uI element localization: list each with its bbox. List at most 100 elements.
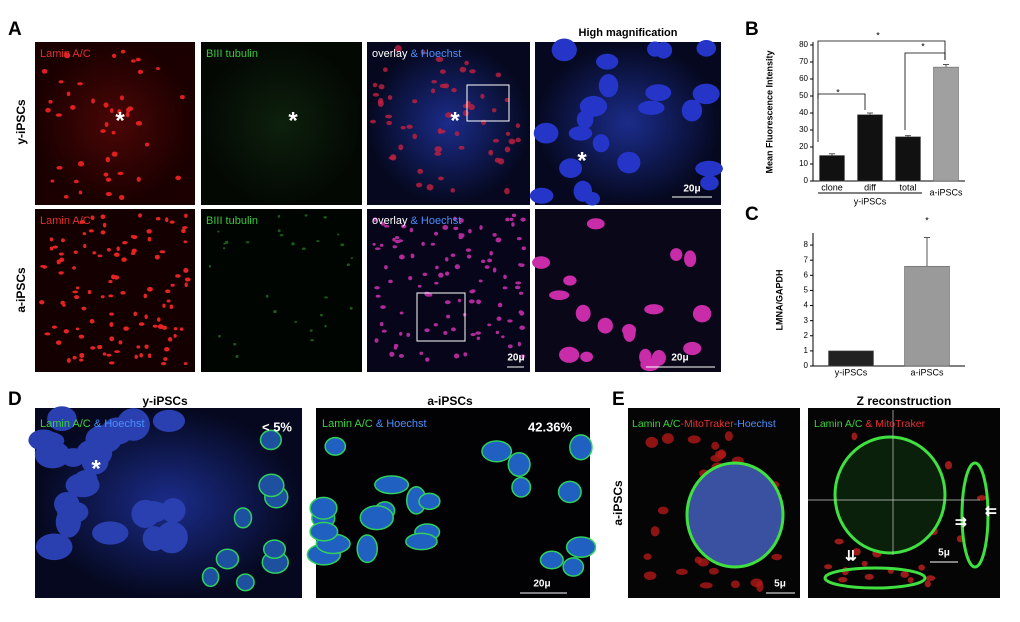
cell [596, 53, 619, 70]
cell [687, 435, 701, 444]
row-label: a-iPSCs [14, 267, 28, 313]
cell [183, 268, 189, 273]
cell [154, 254, 160, 260]
panel-letter: B [745, 19, 759, 40]
scale-label: 20μ [683, 184, 700, 195]
panel-letter: E [612, 389, 625, 410]
cell [442, 225, 449, 230]
cell [45, 107, 51, 113]
cell [104, 121, 109, 128]
cell [160, 362, 167, 366]
cell [450, 327, 456, 332]
y-tick-label: 20 [799, 142, 808, 151]
cell [72, 290, 79, 294]
cell [87, 289, 92, 295]
cell [476, 336, 481, 341]
y-tick-label: 10 [799, 159, 808, 168]
cell [122, 240, 128, 245]
cell [346, 263, 350, 267]
cell [28, 429, 59, 451]
cell [650, 526, 660, 537]
asterisk: * [450, 107, 460, 134]
cell [175, 175, 182, 181]
cell [62, 303, 66, 307]
cell [35, 533, 73, 561]
micrograph [367, 209, 530, 372]
y-tick-label: 2 [804, 331, 809, 340]
cell [143, 293, 148, 299]
cell [137, 69, 144, 74]
lamin-label: Lamin A/C [322, 418, 373, 430]
cell [434, 281, 439, 285]
asterisk: * [115, 107, 125, 134]
y-tick-label: 0 [804, 176, 809, 185]
cell [488, 149, 494, 156]
cell [717, 449, 726, 460]
cell [63, 329, 69, 334]
cell [685, 461, 785, 569]
channel-label: BIII tubulin [206, 48, 258, 60]
cell [66, 358, 71, 363]
cell [643, 571, 657, 580]
cell [518, 291, 524, 295]
cell [44, 332, 51, 336]
cell [164, 346, 170, 352]
cell [458, 145, 465, 150]
stain-label: Lamin A/C & MitoTraker [814, 418, 926, 430]
cell [374, 338, 379, 343]
cell [496, 316, 502, 321]
cell [131, 248, 137, 253]
cell [392, 237, 396, 242]
cell [184, 277, 191, 282]
cell [92, 251, 97, 255]
bar [857, 114, 883, 182]
lamin-label: Lamin A/C [40, 418, 91, 430]
cell [147, 353, 152, 359]
hoechst-label: & Hoechst [376, 418, 427, 430]
error-bar [867, 112, 873, 115]
cell [944, 460, 953, 470]
cell [584, 192, 601, 206]
cell [551, 38, 577, 62]
cell [144, 344, 149, 349]
cell [446, 314, 451, 319]
cell [515, 137, 521, 143]
cell [453, 353, 460, 359]
cell [398, 354, 404, 358]
cell [235, 355, 239, 358]
cell [390, 154, 397, 161]
cell [58, 271, 64, 275]
scale-label: 5μ [938, 548, 950, 559]
cell [90, 215, 95, 221]
significance: * [925, 215, 929, 225]
cell [359, 505, 394, 531]
cell [495, 72, 502, 78]
cell [497, 158, 505, 165]
cell [481, 440, 513, 463]
cell [511, 222, 515, 227]
cell [136, 345, 141, 349]
y-tick-label: 8 [804, 240, 809, 249]
y-tick-label: 80 [799, 40, 808, 49]
channel-label: Lamin A/C [40, 215, 91, 227]
cell [443, 330, 448, 335]
scale-label: 20μ [671, 353, 688, 364]
x-tick-label: a-iPSCs [929, 187, 963, 197]
cell [108, 294, 114, 298]
cell [518, 310, 524, 314]
cell [487, 258, 492, 263]
cell [479, 225, 483, 230]
cell [592, 134, 610, 153]
cell [750, 578, 763, 588]
cell [179, 327, 184, 331]
cell [51, 325, 58, 329]
cell [81, 306, 87, 311]
panel-letter: A [8, 19, 22, 40]
cell [235, 573, 255, 592]
cell [136, 176, 141, 182]
cell [116, 246, 120, 252]
cell [374, 286, 380, 290]
bar [828, 350, 874, 367]
cell [201, 566, 220, 588]
bar [895, 136, 921, 182]
